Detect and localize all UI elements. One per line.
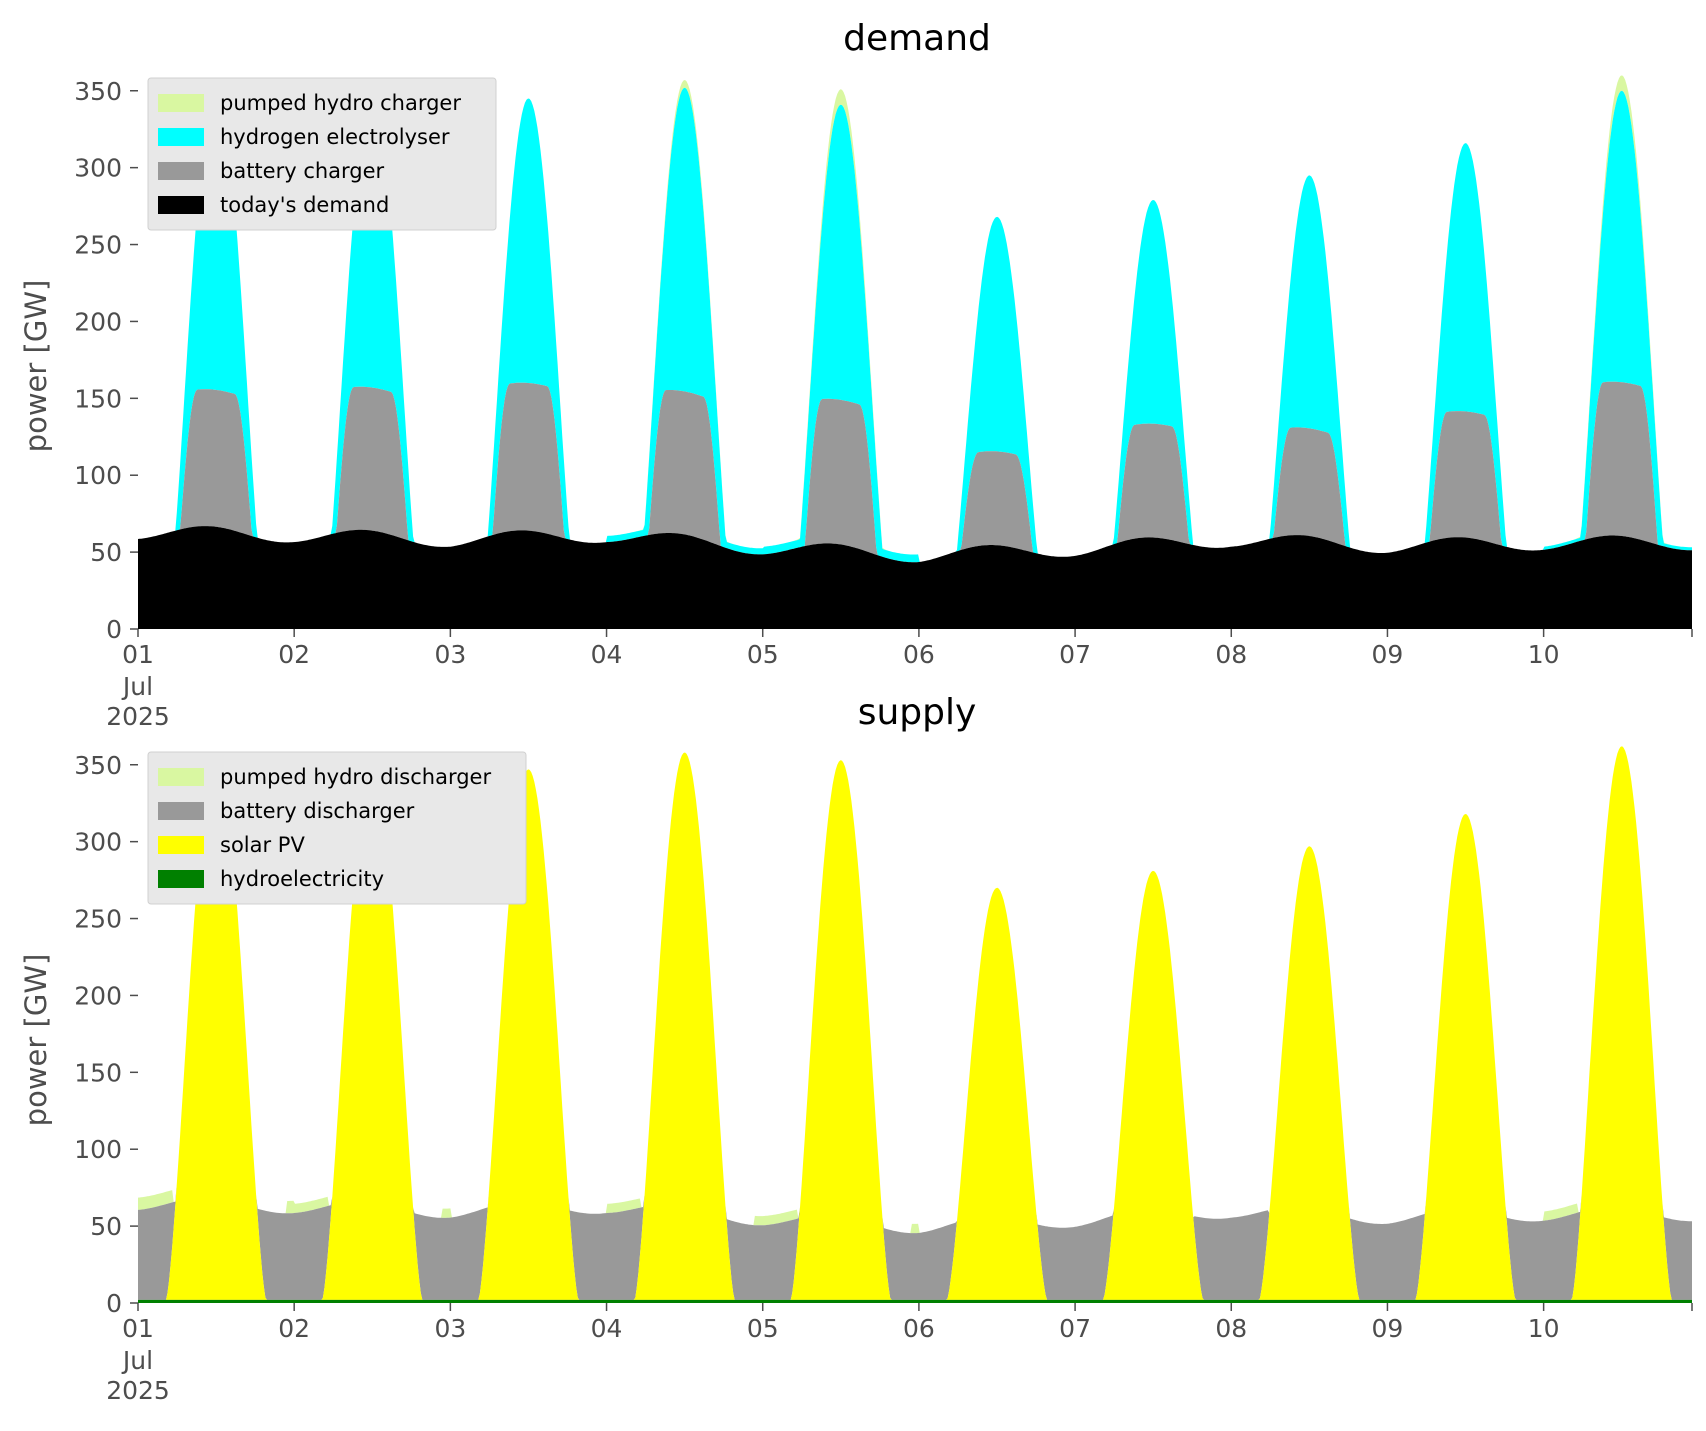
hydrogen-electrolyser-area — [138, 83, 1692, 563]
y-tick-label: 200 — [74, 307, 122, 336]
y-tick-label: 250 — [74, 231, 122, 260]
legend-swatch — [158, 836, 204, 854]
legend-box — [147, 77, 497, 231]
y-tick-label: 100 — [74, 461, 122, 490]
legend-label: pumped hydro charger — [220, 91, 461, 115]
legend-box — [147, 751, 527, 905]
supply-y-axis-label: power [GW] — [19, 954, 53, 1127]
legend-swatch — [158, 802, 204, 820]
x-tick-label: 06 — [903, 1314, 935, 1343]
battery-discharger-area — [138, 746, 1692, 1300]
x-tick-label: 06 — [903, 640, 935, 669]
y-tick-label: 50 — [90, 538, 122, 567]
x-tick-label: 07 — [1059, 640, 1091, 669]
legend-label: battery discharger — [220, 799, 415, 823]
x-tick-label: 08 — [1215, 1314, 1247, 1343]
x-tick-label: 01 — [122, 1314, 154, 1343]
y-tick-label: 150 — [74, 384, 122, 413]
x-tick-label: 02 — [278, 1314, 310, 1343]
supply-legend: pumped hydro discharger battery discharge… — [147, 751, 527, 905]
x-tick-label: 09 — [1372, 640, 1404, 669]
legend-swatch — [158, 162, 204, 180]
legend-label: pumped hydro discharger — [220, 765, 491, 789]
x-tick-month-label: Jul — [121, 1346, 153, 1375]
y-tick-label: 0 — [106, 1289, 122, 1318]
legend-label: solar PV — [220, 833, 305, 857]
y-tick-label: 350 — [74, 751, 122, 780]
x-tick-label: 04 — [591, 640, 623, 669]
y-tick-label: 50 — [90, 1212, 122, 1241]
y-tick-label: 350 — [74, 77, 122, 106]
y-tick-label: 300 — [74, 828, 122, 857]
x-tick-label: 01 — [122, 640, 154, 669]
legend-swatch — [158, 94, 204, 112]
x-tick-label: 10 — [1528, 1314, 1560, 1343]
x-tick-year-label: 2025 — [106, 702, 170, 731]
battery-charger-area — [138, 381, 1692, 563]
x-tick-label: 04 — [591, 1314, 623, 1343]
legend-label: hydroelectricity — [220, 867, 384, 891]
x-tick-label: 09 — [1372, 1314, 1404, 1343]
legend-label: battery charger — [220, 159, 385, 183]
x-tick-label: 05 — [747, 1314, 779, 1343]
y-tick-label: 0 — [106, 615, 122, 644]
y-tick-label: 150 — [74, 1058, 122, 1087]
y-tick-label: 100 — [74, 1135, 122, 1164]
legend-swatch — [158, 128, 204, 146]
x-tick-label: 07 — [1059, 1314, 1091, 1343]
x-tick-label: 03 — [434, 1314, 466, 1343]
demand-areas — [138, 75, 1692, 629]
legend-label: today's demand — [220, 193, 389, 217]
x-tick-label: 05 — [747, 640, 779, 669]
legend-label: hydrogen electrolyser — [220, 125, 450, 149]
todays-demand-area — [138, 526, 1692, 629]
demand-legend: pumped hydro charger hydrogen electrolyse… — [147, 77, 497, 231]
x-tick-label: 10 — [1528, 640, 1560, 669]
legend-swatch — [158, 870, 204, 888]
y-tick-label: 300 — [74, 154, 122, 183]
hydroelectricity-area — [138, 1299, 1692, 1303]
x-tick-label: 08 — [1215, 640, 1247, 669]
x-tick-month-label: Jul — [121, 672, 153, 701]
legend-swatch — [158, 768, 204, 786]
demand-title: demand — [843, 18, 991, 59]
y-tick-label: 250 — [74, 905, 122, 934]
x-tick-label: 03 — [434, 640, 466, 669]
x-tick-year-label: 2025 — [106, 1376, 170, 1405]
supply-title: supply — [858, 692, 977, 733]
x-tick-label: 02 — [278, 640, 310, 669]
y-tick-label: 200 — [74, 981, 122, 1010]
legend-swatch — [158, 196, 204, 214]
demand-y-axis-label: power [GW] — [19, 280, 53, 453]
